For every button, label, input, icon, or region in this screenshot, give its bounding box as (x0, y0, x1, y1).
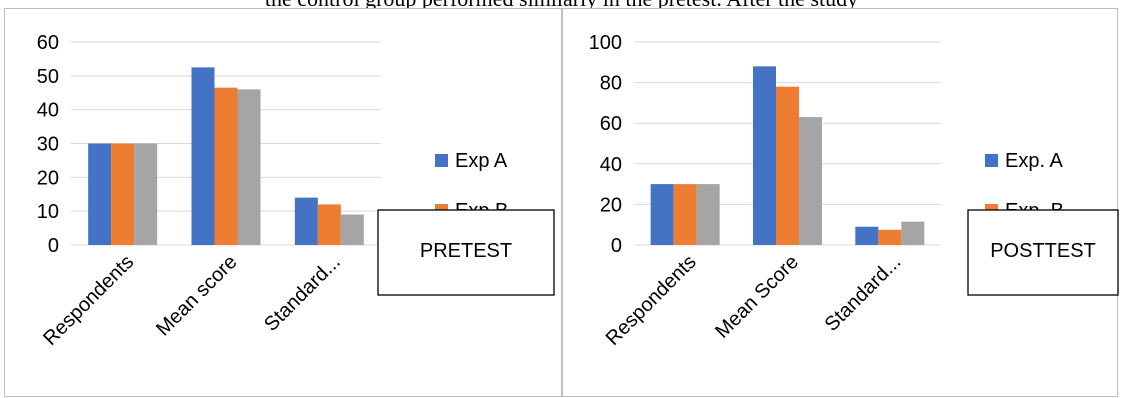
bar (855, 226, 879, 245)
bar (776, 86, 799, 245)
bar (88, 143, 112, 245)
y-tick-label: 0 (611, 235, 622, 257)
y-tick-label: 10 (37, 201, 59, 223)
bar (673, 184, 697, 245)
legend-swatch (435, 154, 448, 167)
x-category-label: Standard... (821, 251, 906, 336)
bar (214, 87, 238, 245)
legend-swatch (985, 154, 998, 167)
bar (191, 67, 215, 245)
bar (237, 89, 261, 245)
y-tick-label: 60 (37, 32, 59, 54)
y-tick-label: 40 (37, 100, 59, 122)
pretest-chart: 0 10 20 30 40 50 60 Respondents Mean score Standa… (37, 32, 555, 350)
posttest-chart-panel: 0 20 40 60 80 100 Respondents Mean Score Standar… (562, 8, 1119, 397)
bar (753, 66, 776, 245)
x-category-label: Mean score (152, 251, 241, 340)
y-tick-label: 50 (37, 66, 59, 88)
x-category-label: Mean Score (711, 251, 803, 343)
bar (696, 184, 720, 245)
bar (799, 117, 822, 245)
bar (111, 143, 135, 245)
annotation-box (377, 209, 555, 296)
y-tick-label: 100 (589, 32, 622, 54)
x-category-label: Standard... (260, 251, 345, 336)
bar (650, 184, 674, 245)
x-category-label: Respondents (602, 251, 701, 350)
top-caption-text: the control group performed similarly in… (0, 0, 1123, 8)
y-tick-label: 0 (48, 235, 59, 257)
y-tick-label: 60 (600, 113, 622, 135)
bar (901, 221, 925, 245)
bar (294, 197, 318, 245)
y-tick-label: 20 (600, 194, 622, 216)
annotation-label: POSTTEST (990, 240, 1096, 262)
annotation-label: PRETEST (420, 240, 512, 262)
legend-label: Exp A (455, 150, 508, 172)
bar (340, 214, 364, 245)
bar (878, 229, 902, 245)
annotation-box (967, 209, 1119, 296)
posttest-chart: 0 20 40 60 80 100 Respondents Mean Score Standar… (589, 32, 1119, 350)
x-category-label: Respondents (39, 251, 138, 350)
y-tick-label: 80 (600, 73, 622, 95)
bar (317, 204, 341, 245)
y-tick-label: 40 (600, 154, 622, 176)
pretest-chart-panel: 0 10 20 30 40 50 60 Respondents Mean score Standa… (4, 8, 562, 397)
y-tick-label: 30 (37, 134, 59, 156)
bar (134, 143, 158, 245)
legend-label: Exp. A (1005, 150, 1063, 172)
y-tick-label: 20 (37, 167, 59, 189)
